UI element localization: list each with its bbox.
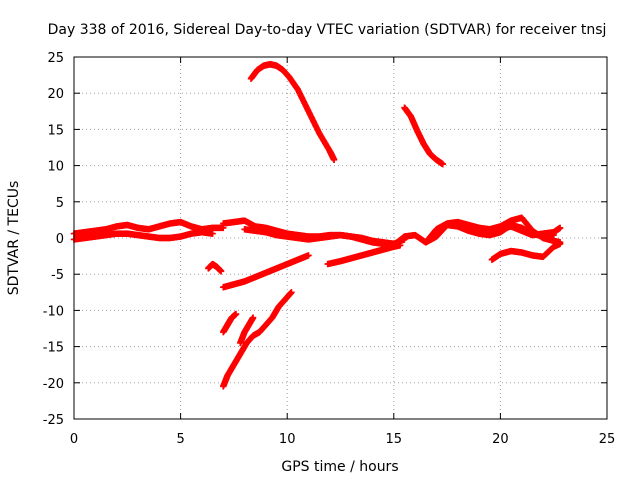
y-axis-label: SDTVAR / TECUs [6,181,22,296]
y-tick-label: -5 [51,268,64,283]
series-2 [70,229,216,243]
data-point [556,224,564,232]
data-point [288,289,295,296]
series-1 [70,218,227,237]
series-6 [488,240,564,263]
x-tick-label: 5 [176,432,184,447]
x-axis-tick-labels: 0 5 10 15 20 25 [70,432,615,447]
y-tick-label: 5 [56,196,64,211]
y-tick-label: -15 [43,341,64,356]
x-tick-label: 10 [279,432,296,447]
y-tick-label: -25 [43,413,64,428]
data-point [330,156,338,164]
series-15 [401,104,447,168]
y-tick-label: 20 [47,87,64,102]
y-axis-tick-labels: -25 -20 -15 -10 -5 0 5 10 15 20 25 [43,51,64,428]
series-8 [220,252,312,291]
x-tick-label: 20 [492,432,509,447]
data-point [556,240,564,247]
y-tick-label: 25 [47,51,64,66]
data-point [209,230,216,237]
plot-frame [73,56,608,420]
data-point [439,160,447,168]
series-10 [205,260,225,275]
data-point [305,252,312,259]
series-7 [486,223,564,239]
y-tick-label: -10 [43,304,64,319]
axis-ticks [73,56,608,420]
data-point [249,314,257,321]
series-9 [324,242,404,268]
x-axis-label: GPS time / hours [281,459,398,475]
y-tick-label: 10 [47,160,64,175]
chart-title: Day 338 of 2016, Sidereal Day-to-day VTE… [48,22,607,38]
y-tick-label: -20 [43,377,64,392]
series-11 [220,310,240,336]
x-tick-label: 25 [599,432,616,447]
series-12 [220,289,295,390]
y-tick-label: 0 [56,232,64,247]
x-tick-label: 0 [70,432,78,447]
series-13 [237,314,257,347]
y-tick-label: 15 [47,123,64,138]
series-14 [247,61,338,164]
data-point [396,242,404,249]
x-tick-label: 15 [386,432,403,447]
data-point [232,310,240,318]
data-point [217,268,225,275]
data-points [70,61,564,390]
